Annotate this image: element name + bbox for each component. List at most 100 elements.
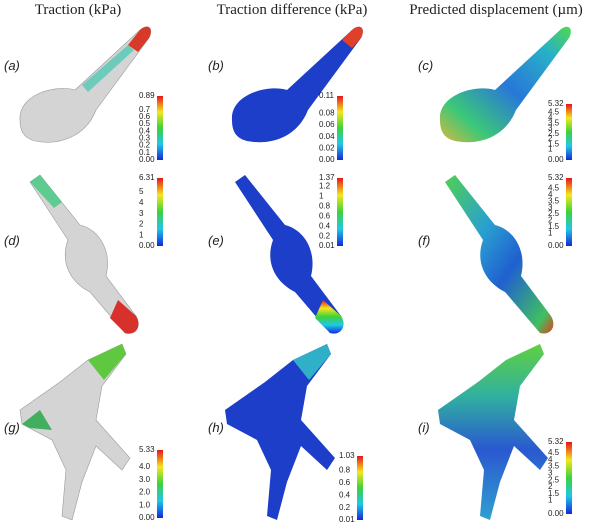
colorbar: [566, 178, 572, 246]
cell-tip: [342, 26, 363, 48]
colorbar-tick-label: 4.0: [139, 462, 151, 471]
panel-label: (d): [4, 233, 20, 248]
colorbar-tick-label: 0.11: [319, 91, 335, 100]
column-header: Predicted displacement (µm): [409, 2, 583, 18]
colorbar-tick-label: 0.6: [319, 212, 331, 221]
colorbar: [357, 456, 363, 520]
colorbar-tick-label: 0.00: [139, 241, 155, 250]
colorbar: [337, 178, 343, 246]
colorbar-tick-label: 2: [548, 216, 553, 225]
traction-arrows: [22, 410, 52, 430]
colorbar-tick-label: 5: [139, 187, 144, 196]
colorbar-tick-label: 1.03: [339, 451, 355, 460]
colorbar-tick-label: 4: [548, 113, 553, 122]
panel-label: (i): [418, 420, 430, 435]
colorbar-tick-label: 2.5: [548, 129, 560, 138]
colorbar-tick-label: 3: [548, 203, 553, 212]
panel-label: (e): [208, 233, 224, 248]
column-header: Traction (kPa): [35, 2, 122, 18]
colorbar-tick-label: 3.5: [548, 196, 560, 205]
colorbar-tick-label: 0.01: [339, 515, 355, 524]
colorbar-tick-label: 0.08: [319, 109, 335, 118]
colorbar-tick-label: 1: [548, 496, 553, 505]
colorbar-tick-label: 1.5: [548, 222, 560, 231]
colorbar-tick-label: 1: [139, 230, 144, 239]
colorbar-tick-label: 2.5: [548, 475, 560, 484]
colorbar-tick-label: 3: [139, 209, 144, 218]
colorbar-tick-label: 5.32: [548, 437, 564, 446]
cell-tip: [128, 26, 151, 52]
colorbar-tick-label: 1.37: [319, 173, 335, 182]
colorbar-tick-label: 3: [548, 124, 553, 133]
colorbar: [566, 442, 572, 514]
colorbar-tick-label: 4: [139, 198, 144, 207]
colorbar-tick-label: 2: [139, 220, 144, 229]
colorbar-tick-label: 0.04: [319, 132, 335, 141]
colorbar: [157, 96, 163, 160]
colorbar-tick-label: 0.5: [139, 119, 151, 128]
colorbar-tick-label: 4: [548, 455, 553, 464]
cell-render: [19, 343, 131, 521]
traction-arrows: [88, 344, 126, 380]
panel-label: (g): [4, 420, 20, 435]
colorbar-tick-label: 0.00: [548, 241, 564, 250]
colorbar-tick-label: 0.6: [139, 112, 151, 121]
colorbar-tick-label: 2: [548, 482, 553, 491]
colorbar-tick-label: 0.4: [319, 222, 331, 231]
cell-render: [445, 175, 554, 334]
colorbar-tick-label: 0.2: [319, 232, 331, 241]
colorbar-tick-label: 0.7: [139, 105, 151, 114]
colorbar-tick-label: 3: [548, 469, 553, 478]
colorbar-tick-label: 0.00: [319, 155, 335, 164]
traction-arrows: [30, 175, 62, 208]
colorbar-tick-label: 4: [548, 190, 553, 199]
colorbar-tick-label: 1: [319, 192, 324, 201]
colorbar-tick-label: 0.3: [139, 134, 151, 143]
cell-tip: [315, 300, 344, 334]
colorbar-tick-label: 0.02: [319, 143, 335, 152]
colorbar-tick-label: 0.00: [139, 513, 155, 522]
colorbar-tick-label: 1.5: [548, 139, 560, 148]
colorbar-tick-label: 1: [548, 145, 553, 154]
traction-arrows: [82, 45, 134, 92]
colorbar-tick-label: 1.2: [319, 182, 331, 191]
colorbar-tick-label: 0.00: [548, 155, 564, 164]
colorbar-tick-label: 3.0: [139, 475, 151, 484]
colorbar-tick-label: 0.8: [339, 466, 351, 475]
colorbar-tick-label: 0.4: [339, 491, 351, 500]
cell-tip: [293, 344, 331, 380]
colorbar: [157, 178, 163, 246]
colorbar-tick-label: 0.4: [139, 126, 151, 135]
colorbar: [157, 450, 163, 518]
column-header: Traction difference (kPa): [217, 2, 368, 18]
colorbar-tick-label: 1.0: [139, 500, 151, 509]
cell-render: [438, 344, 548, 520]
colorbar-tick-label: 0.2: [339, 503, 351, 512]
colorbar-tick-label: 5.32: [548, 173, 564, 182]
colorbar-tick-label: 0.2: [139, 141, 151, 150]
cell-render: [231, 26, 363, 143]
colorbar: [337, 96, 343, 160]
colorbar-tick-label: 2: [548, 134, 553, 143]
panel-label: (c): [418, 58, 433, 73]
colorbar-tick-label: 0.00: [548, 509, 564, 518]
colorbar-tick-label: 4.5: [548, 184, 560, 193]
colorbar-tick-label: 4.5: [548, 108, 560, 117]
panel-label: (f): [418, 233, 430, 248]
colorbar-tick-label: 6.31: [139, 173, 155, 182]
colorbar-tick-label: 0.89: [139, 91, 155, 100]
panel-label: (a): [4, 58, 20, 73]
colorbar-tick-label: 4.5: [548, 448, 560, 457]
colorbar-tick-label: 3.5: [548, 462, 560, 471]
colorbar-tick-label: 0.01: [319, 241, 335, 250]
cell-render: [225, 344, 335, 520]
panel-label: (b): [208, 58, 224, 73]
colorbar: [566, 104, 572, 160]
colorbar-tick-label: 2.0: [139, 488, 151, 497]
colorbar-tick-label: 2.5: [548, 209, 560, 218]
colorbar-tick-label: 0.06: [319, 120, 335, 129]
colorbar-tick-label: 5.33: [139, 445, 155, 454]
colorbar-tick-label: 0.8: [319, 202, 331, 211]
colorbar-tick-label: 1.5: [548, 489, 560, 498]
